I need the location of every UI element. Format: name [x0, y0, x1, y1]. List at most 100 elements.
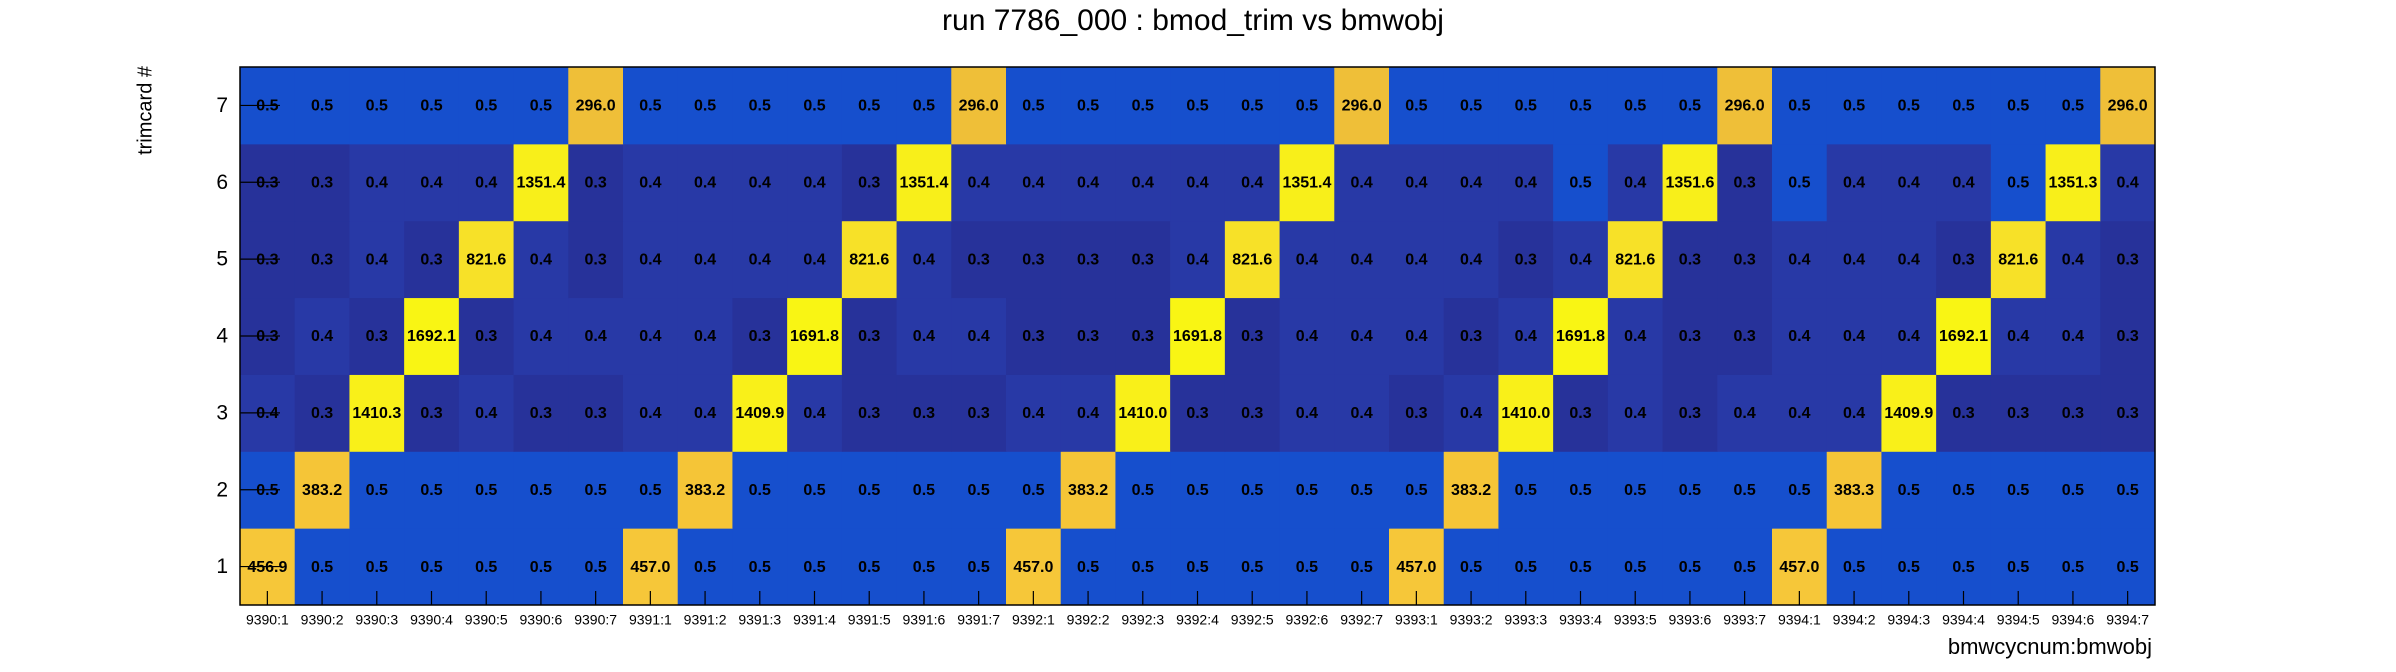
heatmap-cell [568, 374, 624, 452]
cell-label: 0.3 [1077, 251, 1099, 268]
heatmap-cell [787, 67, 843, 145]
heatmap-cell [1115, 220, 1171, 299]
cell-label: 0.4 [256, 405, 278, 422]
cell-label: 0.5 [2007, 482, 2029, 499]
cell-label: 0.3 [420, 251, 442, 268]
y-tick-label: 2 [216, 478, 228, 501]
cell-label: 0.4 [639, 328, 661, 345]
cell-label: 383.2 [302, 482, 342, 499]
heatmap-cell [1443, 143, 1499, 222]
x-axis-title: bmwcycnum:bmwobj [1948, 634, 2152, 659]
heatmap-cell [1334, 297, 1390, 375]
cell-label: 0.5 [1132, 559, 1154, 576]
cell-label: 0.4 [2007, 328, 2029, 345]
cell-label: 0.5 [1569, 559, 1591, 576]
heatmap-cell [1990, 297, 2047, 375]
cell-label: 0.4 [749, 175, 771, 192]
cell-label: 0.3 [311, 251, 333, 268]
heatmap-cell [732, 67, 788, 145]
heatmap-cell [1498, 143, 1554, 222]
heatmap-cell [1990, 67, 2047, 145]
heatmap-cell [951, 220, 1007, 299]
cell-label: 0.4 [803, 405, 825, 422]
cell-label: 296.0 [959, 98, 999, 115]
cell-label: 821.6 [1232, 251, 1272, 268]
cell-label: 1409.9 [1884, 405, 1933, 422]
heatmap-cell [623, 143, 679, 222]
heatmap-cell [1006, 143, 1062, 222]
cell-label: 0.5 [585, 482, 607, 499]
cell-label: 0.5 [803, 98, 825, 115]
x-tick-label: 9393:2 [1450, 612, 1493, 628]
heatmap-cell [568, 220, 624, 299]
heatmap-cell [951, 143, 1007, 222]
x-tick-label: 9390:6 [520, 612, 563, 628]
x-tick-label: 9390:1 [246, 612, 289, 628]
heatmap-cell [1224, 374, 1281, 452]
heatmap-cell [896, 67, 952, 145]
cell-label: 0.5 [1351, 482, 1373, 499]
heatmap-cell [1881, 220, 1937, 299]
cell-label: 0.4 [1515, 328, 1537, 345]
heatmap-cell [623, 220, 679, 299]
cell-label: 0.5 [1022, 98, 1044, 115]
heatmap-cell [1115, 374, 1171, 452]
cell-label: 0.4 [311, 328, 333, 345]
x-tick-label: 9390:3 [355, 612, 398, 628]
cell-label: 0.4 [475, 405, 497, 422]
heatmap-cell [1936, 220, 1992, 299]
heatmap-cell [787, 374, 843, 452]
heatmap-cell [1826, 143, 1882, 222]
cell-label: 0.3 [968, 405, 990, 422]
cell-label: 0.5 [420, 482, 442, 499]
heatmap-cell [1881, 67, 1937, 145]
cell-label: 1351.6 [1665, 175, 1714, 192]
cell-label: 0.3 [1022, 328, 1044, 345]
cell-label: 1692.1 [1939, 328, 1988, 345]
cell-label: 0.3 [749, 328, 771, 345]
cell-label: 0.3 [858, 175, 880, 192]
cell-label: 0.3 [420, 405, 442, 422]
heatmap-cell [404, 297, 460, 375]
cell-label: 0.5 [913, 482, 935, 499]
cell-label: 0.5 [1569, 482, 1591, 499]
cell-label: 0.3 [585, 251, 607, 268]
heatmap-cell [568, 143, 624, 222]
cell-label: 457.0 [1779, 559, 1819, 576]
cell-label: 0.5 [858, 98, 880, 115]
cell-label: 383.2 [1451, 482, 1491, 499]
cell-label: 0.4 [1569, 251, 1591, 268]
heatmap-cell [732, 143, 788, 222]
cell-label: 0.4 [1898, 251, 1920, 268]
y-tick-label: 7 [216, 94, 228, 117]
cell-label: 0.4 [1351, 251, 1373, 268]
cell-label: 0.4 [1296, 405, 1318, 422]
heatmap-cell [951, 297, 1007, 375]
cell-label: 0.5 [311, 98, 333, 115]
heatmap-cell [623, 374, 679, 452]
cell-label: 0.5 [2062, 482, 2084, 499]
cell-label: 0.5 [2062, 98, 2084, 115]
heatmap-cell [841, 143, 898, 222]
cell-label: 0.3 [256, 251, 278, 268]
cell-label: 0.5 [1898, 559, 1920, 576]
cell-label: 0.5 [366, 559, 388, 576]
heatmap-cell [294, 67, 350, 145]
cell-label: 0.3 [311, 405, 333, 422]
cell-label: 0.5 [639, 482, 661, 499]
cell-label: 0.3 [1952, 251, 1974, 268]
cell-label: 0.3 [2117, 251, 2139, 268]
cell-label: 0.4 [1351, 175, 1373, 192]
heatmap-cell [787, 297, 843, 375]
heatmap-cell [2100, 67, 2156, 145]
cell-label: 0.5 [1022, 482, 1044, 499]
heatmap-cell [1060, 297, 1116, 375]
cell-label: 457.0 [630, 559, 670, 576]
x-tick-label: 9393:6 [1669, 612, 1712, 628]
cell-label: 0.4 [694, 405, 716, 422]
cell-label: 0.5 [1952, 482, 1974, 499]
heatmap-cell [1170, 143, 1226, 222]
heatmap-cell [677, 220, 733, 299]
heatmap-cell [1334, 374, 1390, 452]
heatmap-cell [1553, 451, 1609, 529]
